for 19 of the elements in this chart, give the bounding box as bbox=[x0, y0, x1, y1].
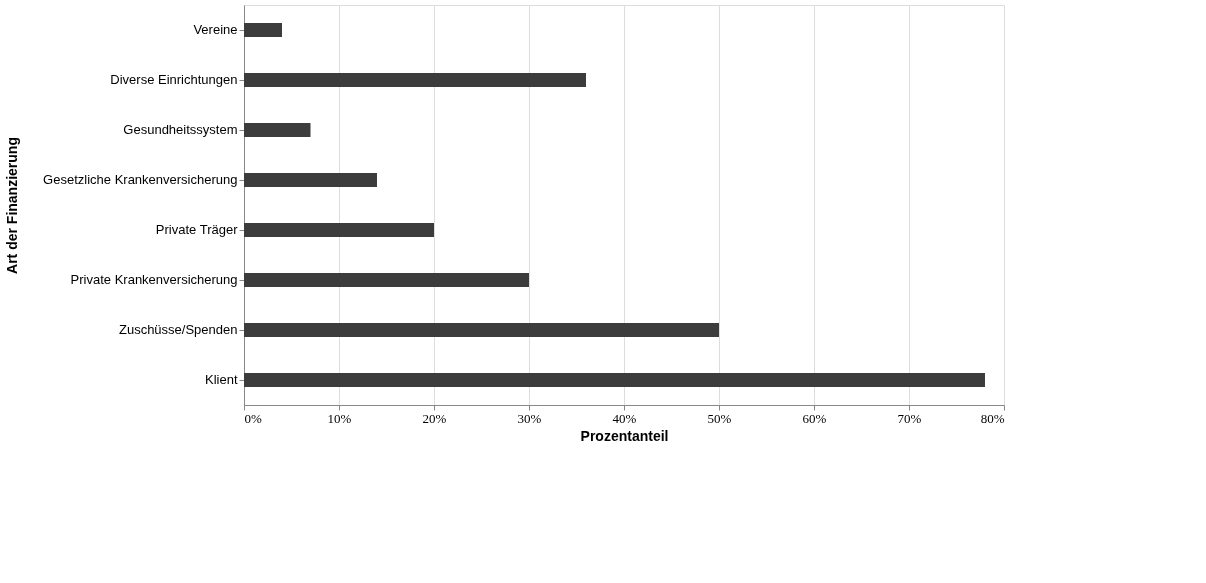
x-tick-label: 0% bbox=[244, 410, 262, 426]
y-axis-title: Art der Finanzierung bbox=[3, 137, 20, 274]
y-tick-label: Gesetzliche Krankenversicherung bbox=[43, 172, 238, 187]
y-tick-label: Klient bbox=[204, 372, 238, 387]
x-tick-label: 50% bbox=[707, 410, 732, 426]
x-tick-label: 60% bbox=[802, 410, 827, 426]
y-tick-label: Vereine bbox=[193, 22, 238, 37]
x-tick-label: 10% bbox=[327, 410, 352, 426]
y-tick-label: Zuschüsse/Spenden bbox=[118, 322, 238, 337]
y-tick-label: Diverse Einrichtungen bbox=[110, 72, 238, 87]
x-axis-title: Prozentanteil bbox=[580, 427, 669, 444]
y-tick-label: Private Krankenversicherung bbox=[70, 272, 238, 287]
x-tick-label: 20% bbox=[422, 410, 447, 426]
x-tick-label: 70% bbox=[897, 410, 922, 426]
y-tick-label: Gesundheitssystem bbox=[123, 122, 238, 137]
x-tick-label: 40% bbox=[612, 410, 637, 426]
x-tick-label: 30% bbox=[517, 410, 542, 426]
y-tick-label: Private Träger bbox=[155, 222, 239, 237]
x-tick-label: 80% bbox=[980, 410, 1005, 426]
